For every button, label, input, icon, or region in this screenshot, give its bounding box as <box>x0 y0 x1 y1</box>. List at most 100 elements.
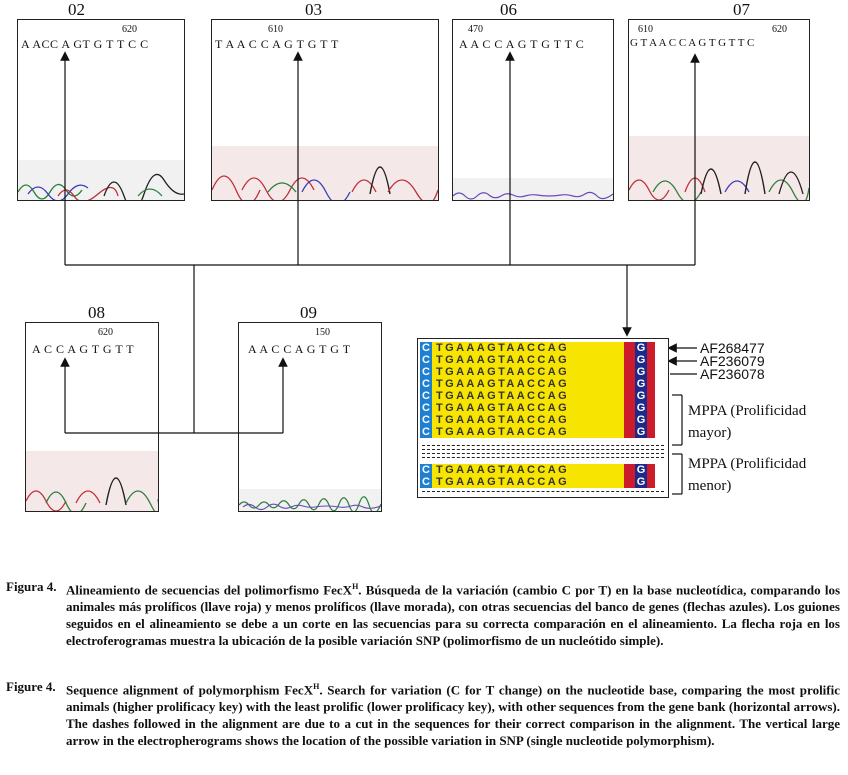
alignment-row: C TGAAAGTAACCAG G <box>420 414 655 426</box>
position-label: 470 <box>468 24 483 35</box>
snp-base: G <box>635 354 647 366</box>
trace-08 <box>26 451 158 511</box>
alignment-row: C TGAAAGTAACCAG G <box>420 426 655 438</box>
trace-09 <box>239 489 381 511</box>
alignment-row: C TGAAAGTAACCAG G <box>420 390 655 402</box>
gap <box>624 366 635 378</box>
conserved-sequence: TGAAAGTAACCAG <box>432 426 624 438</box>
position-label: 610 <box>268 24 283 35</box>
gap <box>647 476 655 488</box>
base-c: C <box>420 354 432 366</box>
sequence-text: G T A A C C A G T G T T C <box>630 37 755 49</box>
gap <box>624 390 635 402</box>
alignment-row: C TGAAAGTAACCAG G <box>420 366 655 378</box>
base-c: C <box>420 366 432 378</box>
panel-title-06: 06 <box>500 0 517 19</box>
sequence-text: A A C C A G T G T T C <box>459 37 585 51</box>
gap <box>647 390 655 402</box>
base-c: C <box>420 342 432 354</box>
snp-base: G <box>635 414 647 426</box>
snp-base: G <box>635 402 647 414</box>
gap <box>624 402 635 414</box>
trace-02 <box>18 160 184 200</box>
gap <box>647 464 655 476</box>
caption-text-part: Alineamiento de secuencias del polimorfi… <box>66 582 353 598</box>
electropherogram-08: 620 A C C A G T G T T <box>25 322 159 512</box>
snp-base: G <box>635 378 647 390</box>
position-label-left: 610 <box>638 24 653 35</box>
snp-base: G <box>635 366 647 378</box>
gap <box>647 366 655 378</box>
sequence-text: A A C C A G T G T <box>248 342 351 356</box>
sequence-alignment: C TGAAAGTAACCAG G C TGAAAGTAACCAG G C TGAAAGT… <box>417 338 669 498</box>
caption-superscript: H <box>313 682 320 691</box>
conserved-sequence: TGAAAGTAACCAG <box>432 464 624 476</box>
gap <box>624 354 635 366</box>
base-c: C <box>420 390 432 402</box>
gap <box>624 414 635 426</box>
alignment-row: C TGAAAGTAACCAG G <box>420 354 655 366</box>
sequence-text: A ACC A GT G T T C C <box>21 37 149 51</box>
alignment-row: C TGAAAGTAACCAG G <box>420 464 655 476</box>
gap-dashes <box>422 449 664 450</box>
electropherogram-09: 150 A A C C A G T G T <box>238 322 382 512</box>
gap <box>624 426 635 438</box>
base-c: C <box>420 378 432 390</box>
gap <box>647 414 655 426</box>
accession-label: AF268477 <box>700 340 765 356</box>
base-c: C <box>420 426 432 438</box>
gap <box>624 378 635 390</box>
group-label-lower: MPPA (Prolificidad menor) <box>688 456 807 494</box>
connector-lines <box>60 51 700 495</box>
gap <box>647 354 655 366</box>
gap <box>647 426 655 438</box>
caption-es: Figura 4. Alineamiento de secuencias del… <box>0 578 848 673</box>
conserved-sequence: TGAAAGTAACCAG <box>432 390 624 402</box>
caption-text: Alineamiento de secuencias del polimorfi… <box>66 578 840 649</box>
conserved-sequence: TGAAAGTAACCAG <box>432 366 624 378</box>
snp-base: G <box>635 342 647 354</box>
electropherogram-03: 610 T A A C C A G T G T T <box>211 19 439 201</box>
gap-dashes <box>422 445 664 446</box>
trace-03 <box>212 146 438 200</box>
electropherogram-06: 470 A A C C A G T G T T C <box>452 19 614 201</box>
caption-text-part: . Búsqueda de la variación (cambio C por… <box>66 582 841 649</box>
conserved-sequence: TGAAAGTAACCAG <box>432 414 624 426</box>
gap-dashes <box>422 457 664 458</box>
snp-base: G <box>635 476 647 488</box>
base-c: C <box>420 464 432 476</box>
accession-label: AF236078 <box>700 366 765 382</box>
sequence-text: T A A C C A G T G T T <box>215 37 339 51</box>
caption-text-part: Sequence alignment of polymorphism FecX <box>66 682 314 698</box>
base-c: C <box>420 414 432 426</box>
conserved-sequence: TGAAAGTAACCAG <box>432 354 624 366</box>
panel-title-03: 03 <box>305 0 322 19</box>
conserved-sequence: TGAAAGTAACCAG <box>432 342 624 354</box>
trace-06 <box>453 178 613 200</box>
snp-base: G <box>635 464 647 476</box>
alignment-row: C TGAAAGTAACCAG G <box>420 342 655 354</box>
conserved-sequence: TGAAAGTAACCAG <box>432 402 624 414</box>
caption-text-part: . Search for variation (C for T change) … <box>66 682 841 749</box>
caption-text: Sequence alignment of polymorphism FecXH… <box>66 678 840 749</box>
electropherogram-02: 620 A ACC A GT G T T C C <box>17 19 185 201</box>
conserved-sequence: TGAAAGTAACCAG <box>432 476 624 488</box>
alignment-row: C TGAAAGTAACCAG G <box>420 476 655 488</box>
gap <box>624 464 635 476</box>
group-label-higher: MPPA (Prolificidad mayor) <box>688 403 807 441</box>
accession-label: AF236079 <box>700 353 765 369</box>
gap <box>624 342 635 354</box>
position-label: 620 <box>98 327 113 338</box>
panel-title-08: 08 <box>88 303 105 322</box>
position-label-right: 620 <box>772 24 787 35</box>
caption-en: Figure 4. Sequence alignment of polymorp… <box>0 678 848 773</box>
conserved-sequence: TGAAAGTAACCAG <box>432 378 624 390</box>
gap <box>624 476 635 488</box>
electropherogram-07: 610 620 G T A A C C A G T G T T C <box>628 19 810 201</box>
trace-07 <box>629 136 809 200</box>
position-label: 620 <box>122 24 137 35</box>
gap <box>647 402 655 414</box>
base-c: C <box>420 402 432 414</box>
panel-title-07: 07 <box>733 0 750 19</box>
gap <box>647 342 655 354</box>
